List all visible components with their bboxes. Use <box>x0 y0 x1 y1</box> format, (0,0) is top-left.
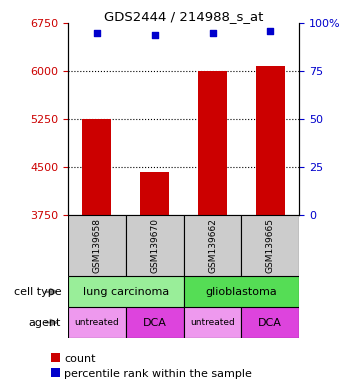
Point <box>268 28 273 34</box>
Text: DCA: DCA <box>143 318 167 328</box>
Text: untreated: untreated <box>74 318 119 327</box>
Bar <box>68 215 126 276</box>
Text: count: count <box>64 354 96 364</box>
Point <box>152 31 157 38</box>
Bar <box>82 119 111 215</box>
Bar <box>184 307 241 338</box>
Text: glioblastoma: glioblastoma <box>205 287 277 297</box>
Bar <box>126 215 184 276</box>
Bar <box>184 276 299 307</box>
Bar <box>184 215 241 276</box>
Point <box>94 30 100 36</box>
Text: GDS2444 / 214988_s_at: GDS2444 / 214988_s_at <box>104 10 263 23</box>
Bar <box>126 307 184 338</box>
Text: lung carcinoma: lung carcinoma <box>83 287 169 297</box>
Text: GSM139670: GSM139670 <box>150 218 159 273</box>
Text: untreated: untreated <box>190 318 235 327</box>
Text: cell type: cell type <box>14 287 61 297</box>
Bar <box>198 71 227 215</box>
Bar <box>241 215 299 276</box>
Bar <box>241 307 299 338</box>
Text: GSM139665: GSM139665 <box>266 218 275 273</box>
Bar <box>140 172 169 215</box>
Text: GSM139662: GSM139662 <box>208 218 217 273</box>
Bar <box>256 66 285 215</box>
Bar <box>68 276 184 307</box>
Point <box>210 30 215 36</box>
Text: agent: agent <box>29 318 61 328</box>
Text: GSM139658: GSM139658 <box>92 218 101 273</box>
Bar <box>68 307 126 338</box>
Text: percentile rank within the sample: percentile rank within the sample <box>64 369 252 379</box>
Text: DCA: DCA <box>258 318 282 328</box>
